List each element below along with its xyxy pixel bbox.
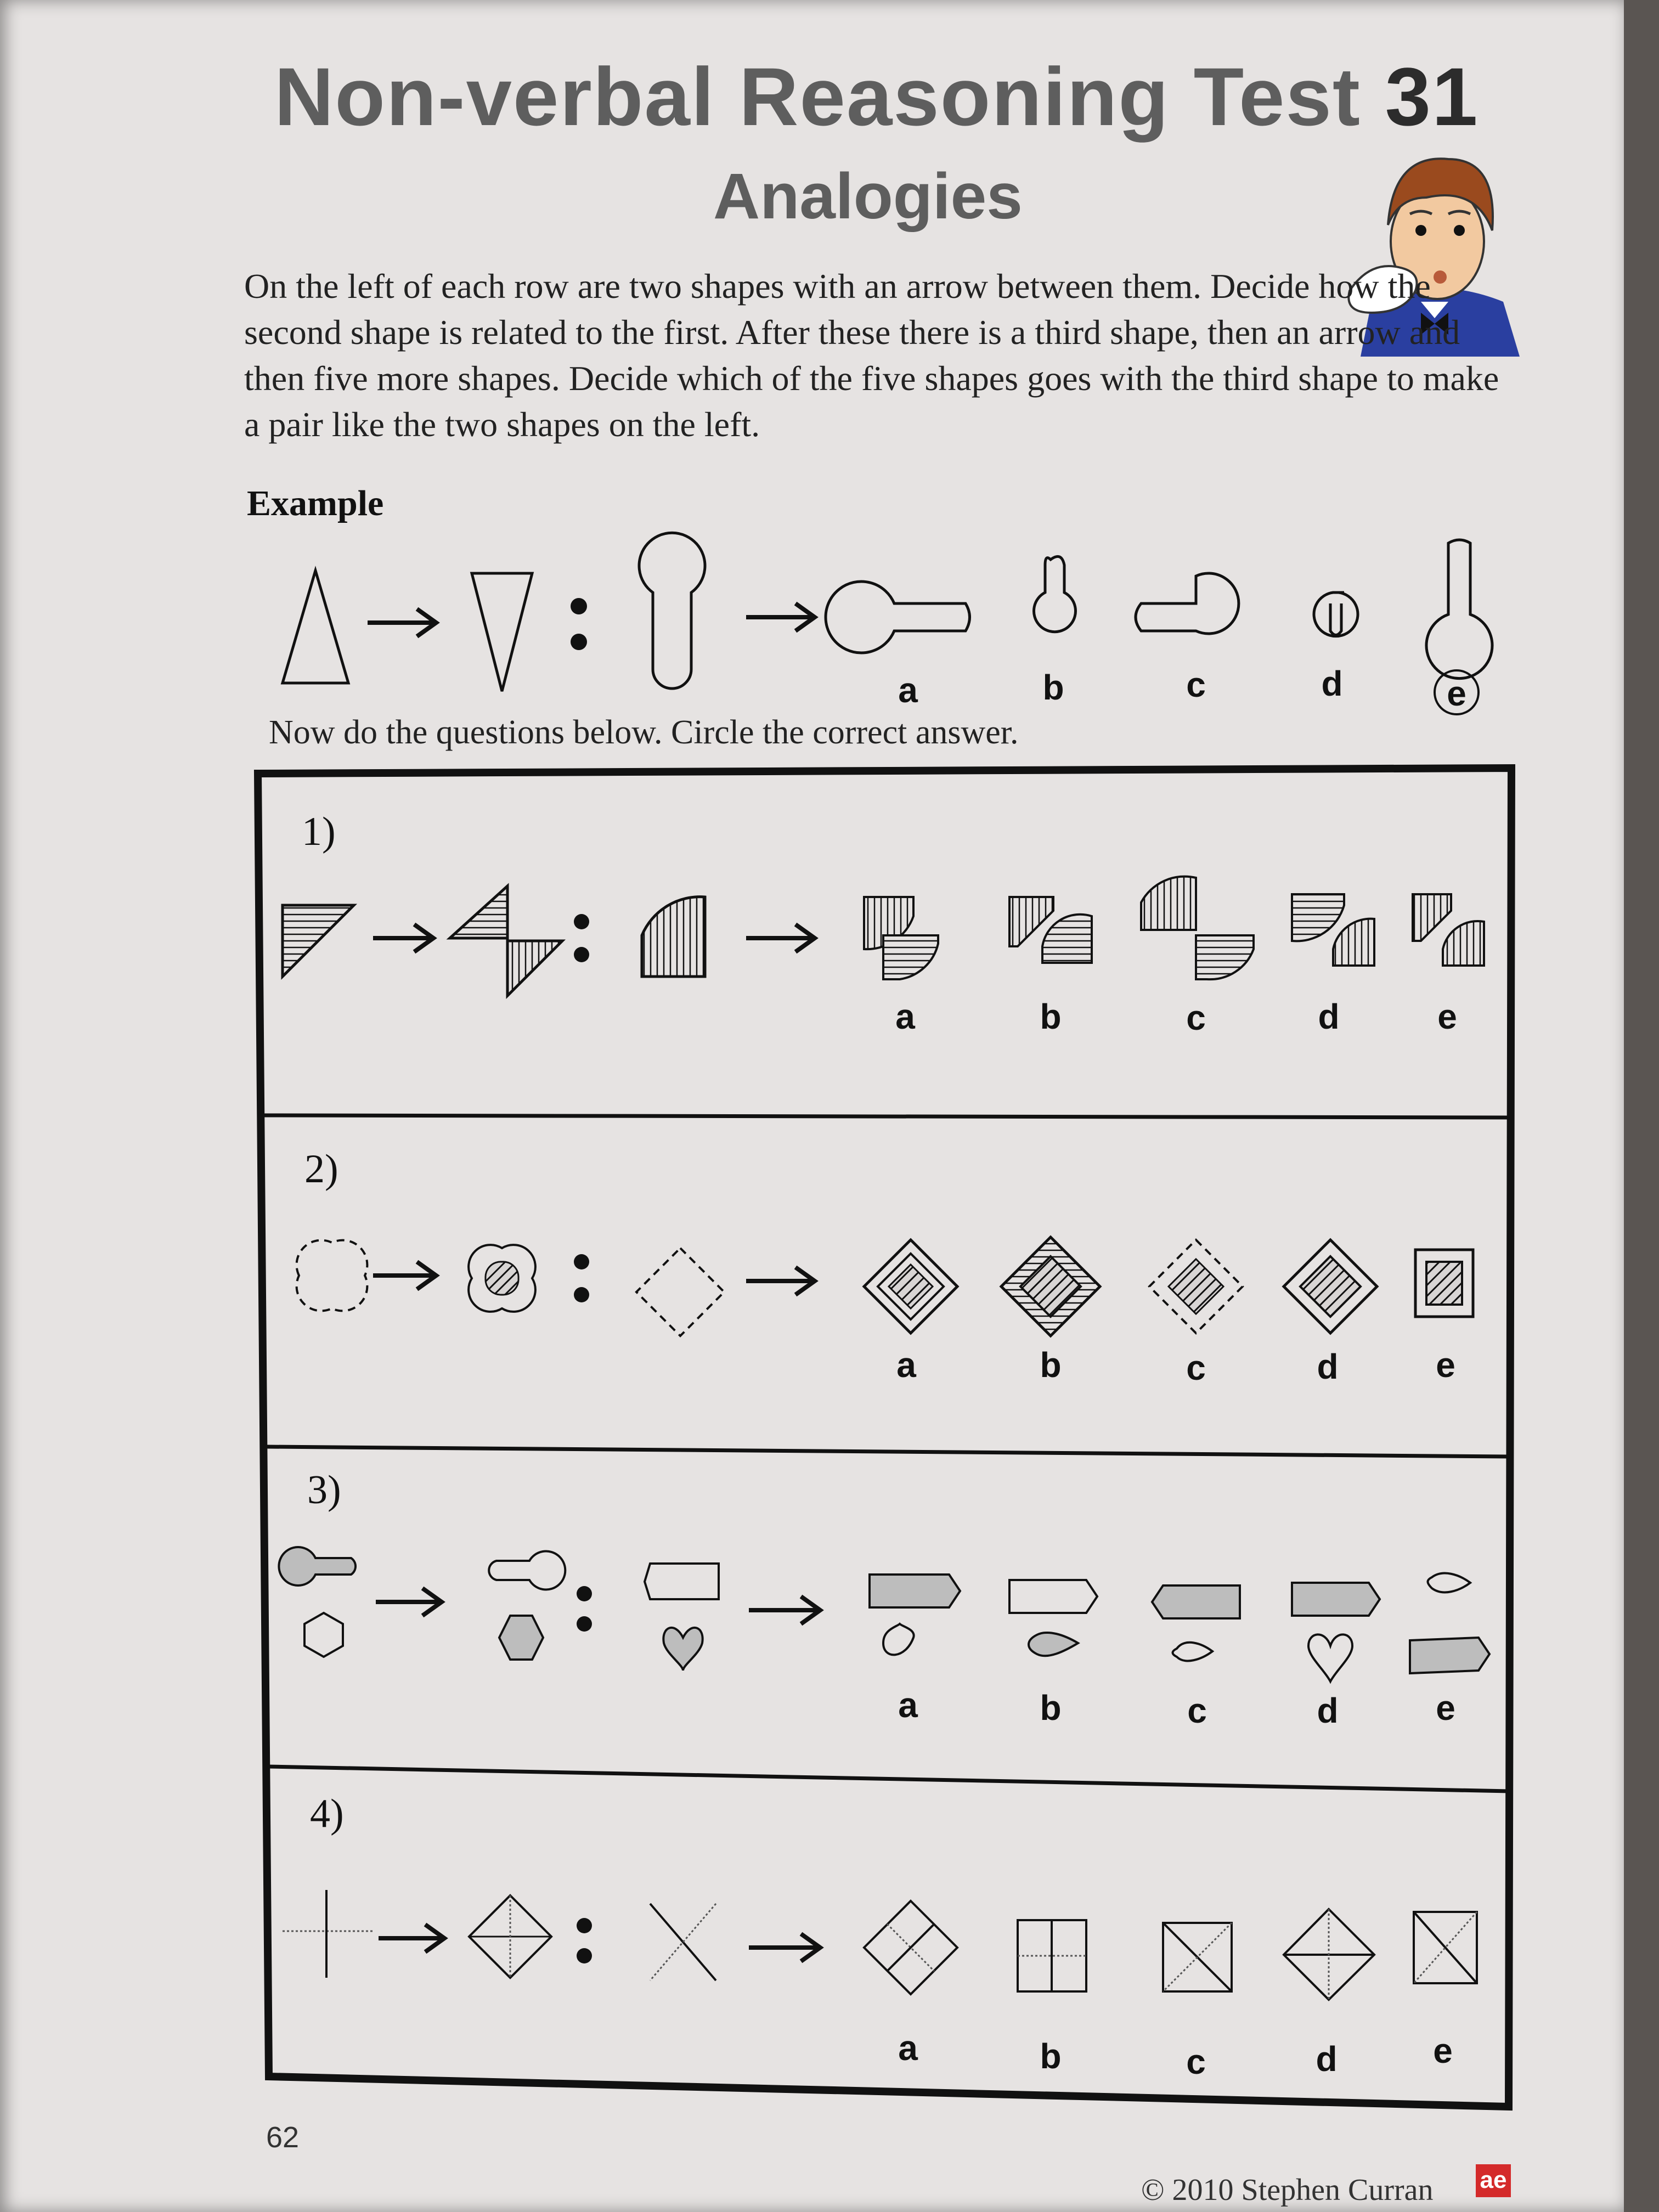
question-number: 4)	[310, 1791, 344, 1836]
option-label[interactable]: a	[898, 670, 918, 710]
q2-option-e-shape	[1414, 1248, 1475, 1318]
q1-option-b-shape	[1008, 896, 1054, 947]
question-number: 1)	[302, 809, 336, 854]
page-subtitle: Analogies	[713, 160, 1023, 233]
question-2: 2) a b c d e	[295, 1147, 1475, 1387]
option-label[interactable]: e	[1433, 2031, 1453, 2070]
q4-option-d-shape	[1282, 1908, 1376, 2001]
ratio-colon	[574, 914, 589, 962]
arrow-icon	[746, 922, 819, 954]
ratio-colon	[571, 598, 587, 650]
q3-option-e-shape	[1409, 1572, 1491, 1675]
worksheet-page: Non-verbal Reasoning Test 31 Analogies O…	[0, 0, 1624, 2212]
q2-option-a-shape	[862, 1238, 960, 1335]
question-1: 1) a b c d e	[281, 809, 1485, 1037]
page-number: 62	[266, 2121, 300, 2154]
option-label[interactable]: e	[1436, 1688, 1455, 1728]
q4-option-b-shape	[1017, 1919, 1087, 1993]
option-label[interactable]: e	[1437, 997, 1457, 1036]
question-number: 3)	[307, 1468, 341, 1513]
arrow-icon	[746, 1265, 819, 1297]
q1-option-e-shape	[1412, 893, 1452, 942]
arrow-icon	[373, 922, 437, 954]
option-label[interactable]: c	[1186, 1348, 1206, 1387]
example-option-b-shape	[1032, 555, 1077, 634]
option-label[interactable]: b	[1040, 1688, 1061, 1728]
arrow-icon	[373, 1260, 440, 1291]
example-triangle-down	[470, 572, 534, 692]
q2-option-b-shape	[999, 1235, 1102, 1338]
page-title: Non-verbal Reasoning Test 31	[274, 49, 1479, 144]
q2-option-d-shape	[1282, 1238, 1379, 1335]
q1-option-c-shape	[1140, 875, 1197, 931]
title-main: Non-verbal Reasoning Test	[274, 50, 1361, 143]
question-3: 3) a b c d e	[278, 1468, 1491, 1730]
option-label[interactable]: d	[1317, 1347, 1338, 1386]
thinking-man-illustration	[1347, 157, 1520, 357]
arrow-icon	[746, 601, 819, 633]
copyright-text: © 2010 Stephen Curran	[1141, 2173, 1434, 2207]
example-option-d-shape	[1312, 591, 1359, 638]
option-label[interactable]: c	[1186, 998, 1206, 1037]
q3-option-b-shape	[1008, 1579, 1099, 1657]
example-label: Example	[247, 483, 384, 523]
option-label[interactable]: d	[1321, 664, 1342, 703]
example-option-c-shape	[1134, 572, 1240, 635]
q4-option-e-shape	[1413, 1911, 1478, 1984]
option-label[interactable]: d	[1317, 1691, 1338, 1730]
test-number: 31	[1385, 50, 1479, 143]
ratio-colon	[577, 1918, 592, 1963]
option-label[interactable]: e	[1436, 1345, 1455, 1385]
publisher-logo: ae	[1476, 2164, 1511, 2197]
q3-option-c-shape	[1150, 1584, 1241, 1662]
option-label[interactable]: b	[1040, 997, 1061, 1036]
option-label[interactable]: b	[1040, 1345, 1061, 1385]
ratio-colon	[577, 1586, 592, 1632]
q4-option-a-shape	[862, 1899, 959, 1996]
arrow-icon	[749, 1594, 824, 1626]
option-label[interactable]: a	[896, 1345, 916, 1385]
option-label-answer[interactable]: e	[1447, 674, 1466, 713]
answer-circle	[1434, 669, 1480, 715]
option-label[interactable]: c	[1187, 1691, 1207, 1730]
question-number: 2)	[304, 1147, 338, 1192]
q4-option-c-shape	[1162, 1922, 1233, 1993]
arrow-icon	[749, 1932, 824, 1963]
ratio-colon	[574, 1254, 589, 1302]
option-label[interactable]: c	[1186, 2042, 1206, 2081]
example-keyhole	[637, 531, 707, 690]
q3-option-d-shape	[1291, 1582, 1381, 1684]
q1-option-d-shape	[1291, 893, 1345, 943]
question-4: 4) a b c d e	[283, 1791, 1478, 2081]
option-label[interactable]: a	[898, 2028, 918, 2068]
option-label[interactable]: b	[1042, 668, 1064, 707]
example-option-e-shape	[1425, 538, 1494, 680]
example-option-a-shape	[824, 580, 971, 654]
option-label[interactable]: d	[1318, 997, 1339, 1036]
option-label[interactable]: b	[1040, 2036, 1061, 2076]
instructions-text: On the left of each row are two shapes w…	[244, 267, 1499, 444]
option-label[interactable]: d	[1316, 2039, 1337, 2079]
example-row: a b c d e	[280, 531, 1494, 715]
arrow-icon	[376, 1586, 445, 1618]
questions-box: 1) a b c d e 2)	[253, 764, 1516, 2111]
option-label[interactable]: a	[898, 1685, 918, 1725]
now-do-instruction: Now do the questions below. Circle the c…	[269, 714, 1019, 751]
q3-option-a-shape	[868, 1573, 962, 1656]
q2-option-c-shape	[1148, 1238, 1244, 1335]
example-triangle-up	[280, 566, 351, 685]
option-label[interactable]: c	[1186, 665, 1206, 704]
arrow-icon	[379, 1922, 448, 1954]
option-label[interactable]: a	[895, 997, 915, 1036]
arrow-icon	[368, 607, 440, 639]
